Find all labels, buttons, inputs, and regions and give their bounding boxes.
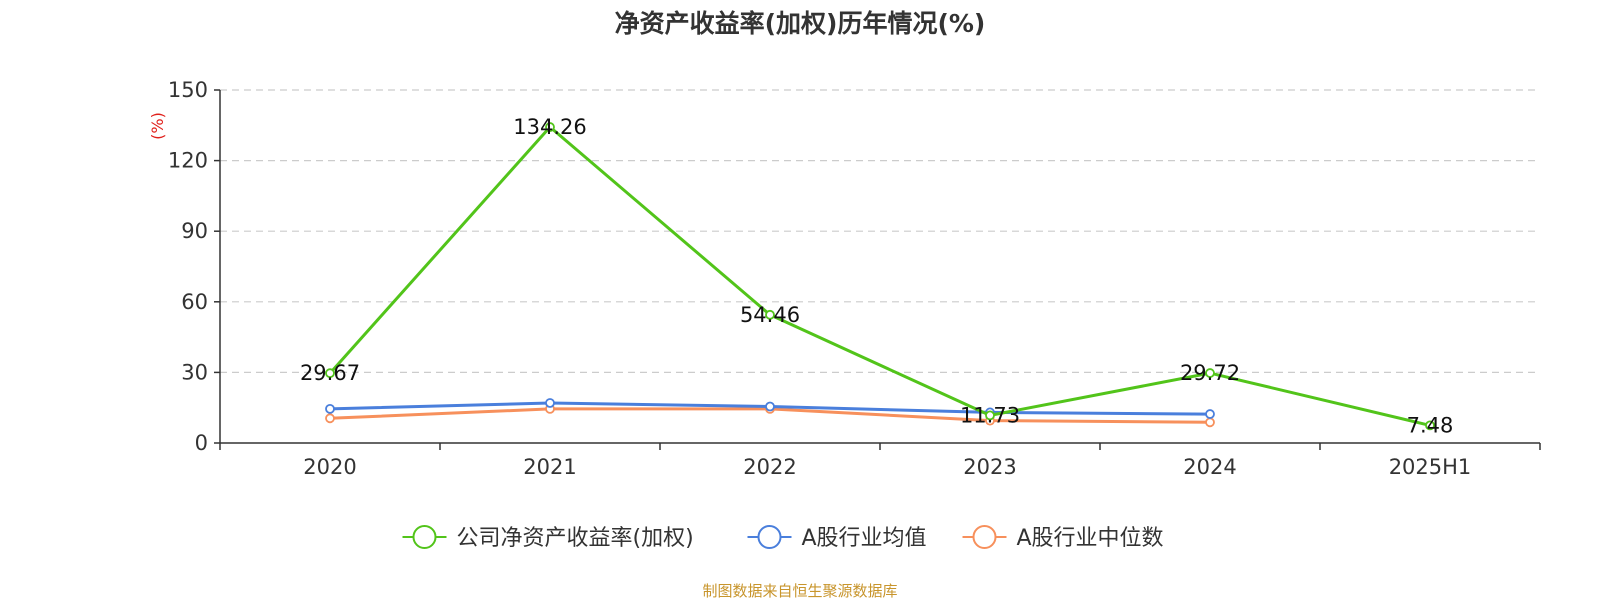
legend-marker (412, 525, 437, 549)
x-tick-label: 2022 (743, 455, 796, 479)
y-tick-label: 30 (181, 360, 208, 384)
legend-item-1: A股行业均值 (747, 525, 927, 551)
chart-title: 净资产收益率(加权)历年情况(%) (614, 9, 986, 38)
data-point (325, 368, 335, 379)
data-label: 54.46 (740, 303, 800, 327)
x-tick-label: 2021 (523, 455, 576, 479)
x-tick-label: 2024 (1183, 455, 1236, 479)
series-line-0 (328, 125, 1431, 427)
data-source-note: 制图数据来自恒生聚源数据库 (702, 582, 898, 600)
data-label: 11.73 (960, 403, 1020, 427)
data-label: 134.26 (513, 115, 586, 139)
legend-label: A股行业均值 (802, 526, 927, 551)
data-label: 29.67 (300, 361, 360, 385)
data-point (1425, 420, 1435, 431)
grid-layer (220, 89, 1540, 373)
data-point (765, 401, 775, 412)
x-tick-label: 2020 (303, 455, 356, 479)
legend-item-0: 公司净资产收益率(加权) (402, 525, 694, 551)
y-tick-label: 0 (195, 431, 208, 455)
data-label: 7.48 (1407, 413, 1454, 437)
label-layer: 29.67 134.26 54.46 11.73 29.72 7.48 (300, 115, 1453, 437)
y-axis-label: (%) (148, 112, 167, 140)
x-tick-label: 2023 (963, 455, 1016, 479)
legend-layer: 公司净资产收益率(加权) A股行业均值 A股行业中位数 (402, 525, 1164, 551)
data-point (545, 398, 555, 408)
legend-item-2: A股行业中位数 (962, 525, 1164, 551)
series-layer (325, 122, 1435, 431)
y-tick-label: 90 (181, 219, 208, 243)
data-point (325, 413, 335, 424)
y-tick-label: 150 (168, 78, 208, 102)
data-point (545, 122, 555, 132)
legend-marker (757, 525, 782, 549)
y-tick-label: 60 (181, 290, 208, 314)
legend-label: 公司净资产收益率(加权) (457, 526, 694, 551)
data-label: 29.72 (1180, 361, 1240, 385)
y-tick-label: 120 (168, 149, 208, 173)
data-point (985, 410, 995, 421)
legend-marker (972, 525, 997, 549)
x-tick-label: 2025H1 (1389, 455, 1472, 479)
data-point (1205, 409, 1215, 419)
data-point (765, 309, 775, 320)
data-point (325, 403, 335, 414)
legend-label: A股行业中位数 (1017, 526, 1164, 551)
data-point (1205, 368, 1215, 378)
axis-layer: 0 30 60 90 120 150(%) 2020 2021 2022 2023 2024 2025… (148, 78, 1541, 479)
data-point (1205, 417, 1215, 428)
